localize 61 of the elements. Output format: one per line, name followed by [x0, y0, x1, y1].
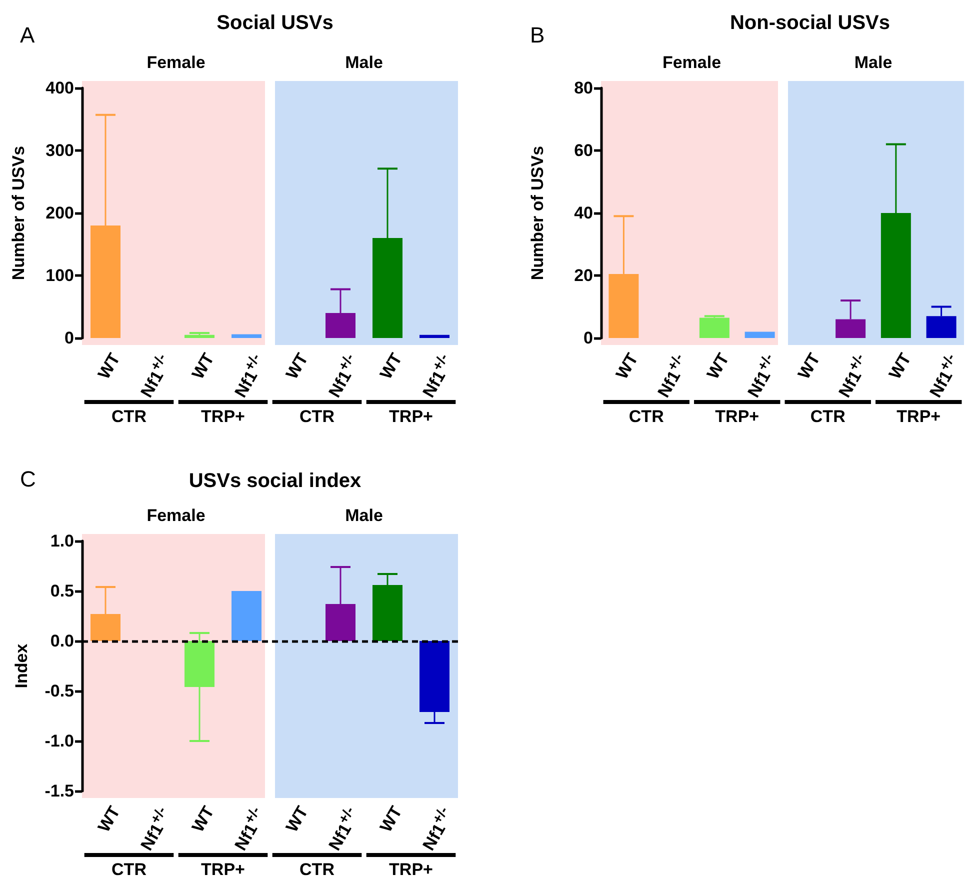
y-tick-label: 0.5	[50, 582, 74, 600]
y-tick-label: 60	[574, 141, 593, 160]
text: TRP+	[389, 860, 434, 877]
y-tick-label: 0	[584, 328, 593, 348]
y-tick-label: 400	[46, 78, 74, 98]
text: CTR	[300, 860, 334, 877]
y-tick-label: 20	[574, 266, 593, 285]
y-tick-label: 0.0	[50, 632, 74, 650]
y-tick-label: 200	[46, 204, 74, 222]
text: CTR	[300, 407, 334, 426]
x-tick-label: WT	[94, 803, 125, 836]
text: A	[20, 22, 35, 48]
text: TRP+	[389, 407, 434, 426]
x-tick-label: WT	[188, 803, 219, 836]
text: CTR	[112, 407, 146, 426]
text: TRP+	[896, 407, 941, 426]
bar	[699, 318, 730, 338]
y-axis-title: Number of USVs	[528, 146, 547, 280]
text: Male	[345, 506, 383, 525]
text: CTR	[628, 407, 664, 426]
text: TRP+	[715, 407, 760, 426]
x-tick-label: WT	[282, 350, 313, 383]
chart-title: USVs social index	[188, 470, 362, 492]
text: Male	[854, 53, 892, 72]
y-tick-label: -1.0	[44, 732, 74, 750]
x-tick-label: WT	[703, 350, 734, 383]
x-tick-label: WT	[376, 350, 407, 383]
text: CTR	[112, 860, 146, 877]
text: Female	[146, 53, 206, 72]
text: B	[530, 22, 545, 48]
bar	[232, 591, 262, 641]
x-tick-label: WT	[376, 803, 407, 836]
x-tick-label: WT	[794, 350, 825, 383]
text: Female	[662, 53, 722, 72]
y-tick-label: 40	[574, 204, 593, 222]
y-tick-label: 100	[46, 266, 74, 285]
bar	[744, 332, 775, 338]
x-tick-label: WT	[884, 350, 916, 383]
text: CTR	[810, 407, 846, 426]
chart-title: Social USVs	[216, 12, 334, 34]
chart-title: Non-social USVs	[730, 12, 890, 34]
text: TRP+	[201, 860, 246, 877]
y-tick-label: 1.0	[50, 532, 74, 550]
y-tick-label: 80	[574, 78, 593, 98]
y-tick-label: 0	[64, 328, 74, 348]
bar	[184, 334, 214, 338]
text: TRP+	[201, 407, 246, 426]
x-tick-label: WT	[612, 350, 644, 383]
text: C	[20, 466, 36, 492]
bar	[420, 334, 450, 338]
y-axis-title: Number of USVs	[9, 146, 28, 280]
x-tick-label: WT	[188, 350, 219, 383]
text: Male	[345, 53, 383, 72]
x-tick-label: WT	[282, 803, 313, 836]
y-tick-label: -1.5	[44, 782, 74, 800]
y-tick-label: -0.5	[44, 682, 74, 700]
y-axis-title: Index	[12, 643, 31, 688]
text: Female	[146, 506, 206, 525]
y-tick-label: 300	[46, 141, 74, 160]
x-tick-label: WT	[94, 350, 125, 383]
bar	[232, 334, 262, 338]
